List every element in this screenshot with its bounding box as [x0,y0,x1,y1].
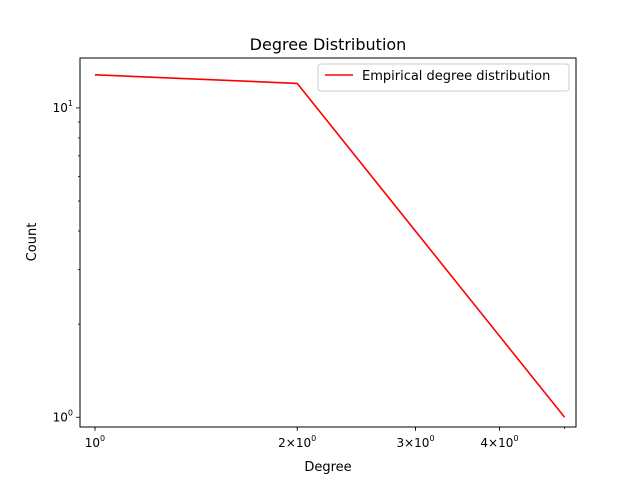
y-tick-label: 101 [53,99,73,115]
x-tick-label: 100 [85,434,105,450]
plot-area: 100 2×100 3×100 4×100 100 101 [53,74,566,450]
series-line [94,74,566,418]
x-tick-label: 4×100 [480,434,518,450]
legend-entry-label: Empirical degree distribution [362,69,550,84]
plot-frame [79,57,577,428]
legend: Empirical degree distribution [317,63,570,92]
chart-title: Degree Distribution [250,35,407,54]
x-axis-label: Degree [304,460,351,475]
y-axis-label: Count [25,223,40,262]
x-tick-label: 3×100 [396,434,434,450]
y-tick-label: 100 [53,408,73,424]
x-tick-label: 2×100 [278,434,316,450]
legend-box [317,63,570,92]
